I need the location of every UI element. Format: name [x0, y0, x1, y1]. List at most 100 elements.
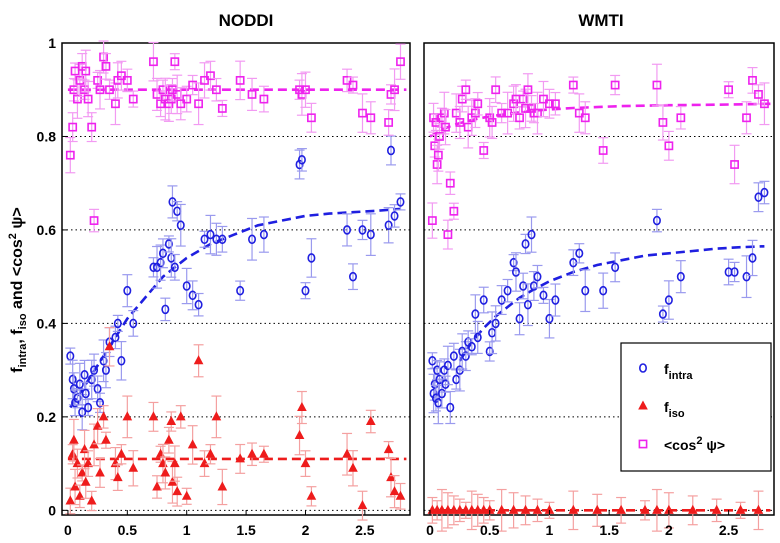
data-point: [258, 216, 269, 253]
data-point: [448, 495, 459, 526]
data-marker: [80, 476, 91, 486]
data-point: [610, 74, 621, 96]
data-marker: [342, 75, 352, 85]
data-marker: [581, 285, 590, 296]
data-marker: [166, 94, 176, 104]
data-point: [663, 130, 674, 161]
data-marker: [437, 388, 446, 399]
data-marker: [160, 467, 171, 477]
data-marker: [122, 75, 132, 85]
data-marker: [152, 481, 162, 491]
data-marker: [545, 99, 554, 109]
data-marker: [478, 504, 489, 514]
data-marker: [99, 355, 108, 366]
data-marker: [366, 113, 376, 123]
data-marker: [687, 504, 698, 514]
data-point: [148, 401, 159, 432]
data-marker: [551, 295, 560, 305]
data-point: [80, 49, 91, 93]
data-point: [383, 207, 394, 244]
x-tick-label: 2: [665, 522, 673, 538]
data-point: [116, 444, 127, 465]
data-marker: [735, 504, 746, 514]
data-point: [65, 487, 76, 515]
data-point: [172, 476, 183, 507]
data-marker: [520, 504, 531, 514]
data-marker: [307, 253, 316, 263]
data-point: [675, 260, 686, 294]
data-point: [385, 457, 396, 498]
data-point: [442, 492, 453, 529]
data-point: [175, 87, 186, 121]
data-point: [187, 425, 198, 465]
data-point: [347, 76, 358, 94]
data-marker: [467, 341, 476, 352]
data-point: [187, 280, 198, 311]
data-point: [294, 415, 305, 456]
data-marker: [455, 504, 465, 514]
data-point: [522, 283, 533, 327]
data-point: [574, 243, 585, 264]
data-marker: [156, 257, 165, 268]
data-marker: [395, 490, 406, 500]
data-point: [470, 98, 481, 129]
data-marker: [724, 85, 734, 95]
data-point: [478, 496, 489, 524]
data-point: [92, 71, 103, 89]
data-marker: [89, 216, 99, 225]
data-point: [95, 457, 106, 488]
data-point: [342, 432, 353, 476]
data-point: [687, 495, 698, 526]
data-marker: [218, 234, 227, 245]
data-marker: [116, 448, 127, 458]
data-point: [347, 263, 358, 291]
data-point: [598, 137, 609, 164]
data-marker: [211, 411, 222, 421]
data-point: [122, 274, 133, 308]
data-point: [436, 488, 447, 532]
data-point: [460, 79, 471, 100]
data-point: [460, 501, 471, 519]
data-marker: [342, 448, 352, 458]
data-marker: [497, 295, 506, 305]
data-point: [98, 40, 109, 74]
data-marker: [433, 150, 443, 160]
data-marker: [754, 90, 763, 99]
data-marker: [518, 94, 528, 104]
data-point: [484, 97, 495, 138]
data-marker: [511, 267, 520, 277]
data-marker: [491, 318, 500, 329]
data-marker: [235, 75, 245, 85]
y-tick-label: 0.6: [37, 222, 57, 238]
data-marker: [101, 61, 111, 71]
data-marker: [742, 113, 751, 123]
data-marker: [111, 99, 120, 109]
data-marker: [521, 104, 530, 113]
data-marker: [545, 313, 554, 324]
data-point: [175, 203, 186, 247]
data-point: [167, 77, 178, 102]
data-marker: [105, 85, 114, 95]
data-marker: [95, 85, 105, 95]
data-point: [342, 68, 353, 93]
data-point: [580, 269, 591, 313]
data-marker: [87, 374, 96, 385]
legend-label: fiso: [664, 399, 685, 420]
data-marker: [65, 150, 75, 160]
data-marker: [149, 57, 158, 67]
data-marker: [479, 295, 488, 305]
data-marker: [92, 420, 103, 430]
data-marker: [194, 299, 203, 310]
data-marker: [348, 80, 358, 90]
data-point: [95, 69, 106, 110]
data-point: [550, 283, 561, 317]
data-marker: [460, 504, 471, 514]
data-marker: [104, 341, 115, 351]
data-point: [152, 475, 163, 499]
data-point: [83, 80, 94, 118]
data-marker: [84, 402, 93, 413]
data-point: [657, 104, 668, 141]
legend: fintra fiso <cos2 ψ>: [620, 342, 772, 472]
x-tick-label: 0: [426, 522, 434, 538]
data-point: [235, 443, 246, 474]
